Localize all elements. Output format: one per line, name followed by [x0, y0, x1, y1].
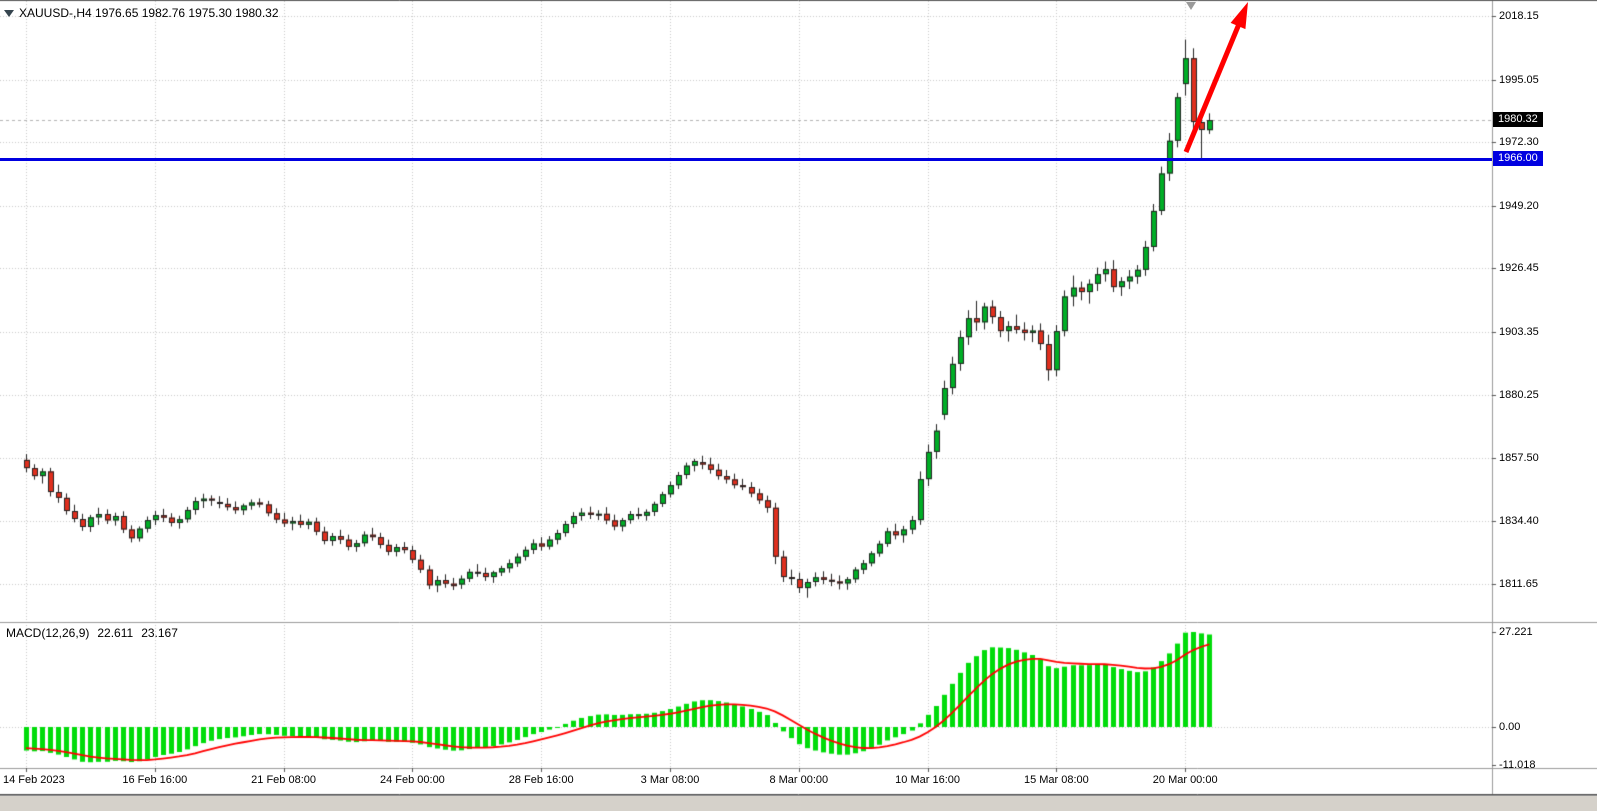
- current-price-badge: 1980.32: [1493, 112, 1543, 127]
- trend-arrow-shaft: [1183, 23, 1242, 153]
- price-tick-label: 1811.65: [1499, 578, 1538, 591]
- quote-text: XAUUSD-,H4 1976.65 1982.76 1975.30 1980.…: [19, 6, 279, 20]
- time-tick-label: 20 Mar 00:00: [1152, 774, 1218, 786]
- time-tick-label: 8 Mar 00:00: [769, 774, 829, 786]
- price-tick-label: 2018.15: [1499, 10, 1539, 22]
- price-tick-label: 1834.40: [1499, 515, 1539, 528]
- time-tick-label: 16 Feb 16:00: [122, 774, 188, 786]
- chart-quote-line: XAUUSD-,H4 1976.65 1982.76 1975.30 1980.…: [4, 6, 279, 20]
- macd-caption: MACD(12,26,9) 22.611 23.167: [6, 626, 178, 640]
- time-tick-label: 10 Mar 16:00: [895, 774, 961, 786]
- trend-arrow-head: [1230, 2, 1248, 30]
- time-tick-label: 21 Feb 08:00: [251, 774, 317, 786]
- chart-menu-icon[interactable]: [4, 9, 14, 17]
- time-tick-label: 3 Mar 08:00: [640, 774, 700, 786]
- price-axis[interactable]: 2018.15 1995.05 1972.30 1949.20 1926.45 1903.…: [1492, 0, 1597, 795]
- price-tick-label: 1972.30: [1499, 136, 1539, 149]
- time-tick-label: 14 Feb 2023: [3, 774, 65, 786]
- macd-main-value: 22.611: [97, 626, 134, 640]
- time-tick-label: 24 Feb 00:00: [379, 774, 445, 786]
- window-bottom-edge: [0, 795, 1597, 811]
- time-tick-label: 15 Mar 08:00: [1023, 774, 1089, 786]
- time-axis[interactable]: 14 Feb 2023 16 Feb 16:00 21 Feb 08:00 24 Fe…: [0, 768, 1492, 795]
- price-tick-label: 1880.25: [1499, 389, 1539, 402]
- macd-tick-label: -11.018: [1499, 759, 1536, 772]
- price-tick-label: 1995.05: [1499, 73, 1539, 86]
- time-tick-label: 28 Feb 16:00: [508, 774, 574, 786]
- support-line-badge: 1966.00: [1493, 151, 1543, 166]
- macd-signal-value: 23.167: [141, 626, 178, 640]
- macd-name: MACD(12,26,9): [6, 626, 90, 640]
- macd-tick-label: 0.00: [1499, 721, 1521, 733]
- price-tick-label: 1926.45: [1499, 262, 1539, 275]
- price-tick-label: 1903.35: [1499, 325, 1539, 338]
- trend-arrow[interactable]: [1180, 0, 1260, 165]
- macd-tick-label: 27.221: [1499, 625, 1533, 638]
- support-line[interactable]: [0, 158, 1492, 161]
- price-tick-label: 1949.20: [1499, 199, 1539, 212]
- chart-shift-marker-icon[interactable]: [1186, 2, 1196, 10]
- price-tick-label: 1857.50: [1499, 451, 1539, 464]
